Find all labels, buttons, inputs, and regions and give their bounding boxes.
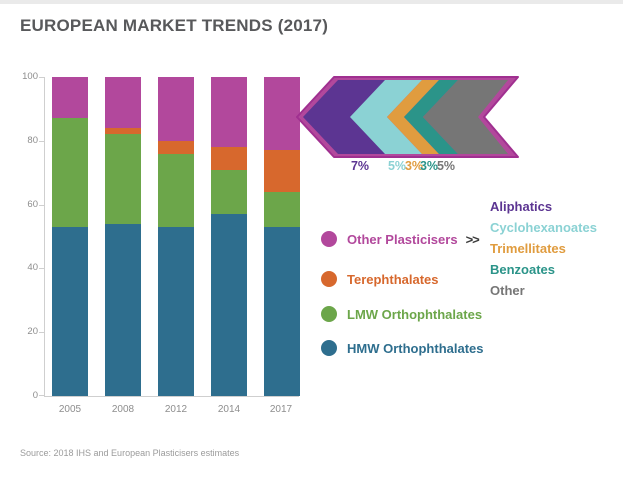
bar-segment-hmw-orthophthalates — [264, 226, 300, 396]
bar-segment-terephthalates — [211, 147, 247, 170]
chevron-trimellitates — [387, 80, 439, 154]
x-axis-label: 2012 — [164, 404, 188, 415]
y-tick — [39, 395, 44, 396]
y-axis-label: 40 — [27, 262, 38, 273]
legend-item-terephthalates: Terephthalates — [321, 270, 439, 288]
breakdown-arrow-graphic — [296, 76, 519, 158]
bar-segment-lmw-orthophthalates — [105, 134, 141, 224]
bar-segment-hmw-orthophthalates — [52, 226, 88, 396]
bar-segment-hmw-orthophthalates — [158, 226, 194, 396]
legend-label: LMW Orthophthalates — [347, 306, 483, 322]
bar-segment-lmw-orthophthalates — [52, 118, 88, 227]
y-axis-label: 80 — [27, 135, 38, 146]
bar-segment-other-plasticisers — [52, 77, 88, 119]
x-axis-label: 2014 — [217, 404, 241, 415]
breakdown-item-aliphatics: Aliphatics — [490, 199, 553, 214]
legend-dot — [321, 271, 337, 287]
bar-segment-lmw-orthophthalates — [264, 191, 300, 227]
bar-2005 — [52, 77, 88, 396]
page-title: EUROPEAN MARKET TRENDS (2017) — [20, 16, 329, 35]
bar-segment-other-plasticisers — [105, 77, 141, 129]
bar-segment-hmw-orthophthalates — [105, 223, 141, 396]
breakdown-item-trimellitates: Trimellitates — [490, 241, 566, 256]
double-chevron-icon: >> — [465, 231, 480, 247]
pct-benzoates: 3% — [419, 159, 439, 173]
bar-segment-other-plasticisers — [211, 77, 247, 148]
breakdown-item-cyclohexanoates: Cyclohexanoates — [490, 220, 597, 235]
pct-other: 5% — [436, 159, 456, 173]
y-tick — [39, 268, 44, 269]
bar-segment-other-plasticisers — [158, 77, 194, 141]
y-tick — [39, 77, 44, 78]
legend-label: Other Plasticisers — [347, 231, 458, 247]
pct-cyclohexanoates: 5% — [387, 159, 407, 173]
bar-segment-terephthalates — [105, 128, 141, 135]
y-tick — [39, 332, 44, 333]
legend-dot — [321, 306, 337, 322]
breakdown-item-other: Other — [490, 283, 525, 298]
bar-segment-lmw-orthophthalates — [158, 153, 194, 227]
top-border — [0, 0, 623, 4]
y-axis-label: 100 — [22, 71, 38, 82]
y-tick — [39, 141, 44, 142]
bar-segment-other-plasticisers — [264, 77, 300, 151]
legend-item-lmw-orthophthalates: LMW Orthophthalates — [321, 305, 482, 323]
bar-segment-hmw-orthophthalates — [211, 214, 247, 396]
bar-2017 — [264, 77, 300, 396]
legend-item-other-plasticisers: Other Plasticisers >> — [321, 230, 480, 248]
y-axis-label: 60 — [27, 199, 38, 210]
legend-dot — [321, 231, 337, 247]
y-tick — [39, 205, 44, 206]
bar-2008 — [105, 77, 141, 396]
legend-dot — [321, 340, 337, 356]
bar-2012 — [158, 77, 194, 396]
breakdown-item-benzoates: Benzoates — [490, 262, 556, 277]
x-axis-label: 2005 — [58, 404, 82, 415]
x-axis-label: 2017 — [269, 404, 293, 415]
y-axis-label: 0 — [32, 390, 38, 401]
bar-segment-lmw-orthophthalates — [211, 169, 247, 215]
legend-label: HMW Orthophthalates — [347, 340, 484, 356]
y-axis-label: 20 — [27, 326, 38, 337]
stacked-bar-plot — [44, 77, 300, 397]
bar-segment-terephthalates — [264, 150, 300, 192]
chevron-other — [423, 80, 508, 154]
chevron-benzoates — [404, 80, 458, 154]
chevron-cyclohexanoates — [350, 80, 422, 154]
pct-trimellitates: 3% — [404, 159, 424, 173]
x-axis-label: 2008 — [111, 404, 135, 415]
source-note: Source: 2018 IHS and European Plasticise… — [20, 448, 240, 458]
chevron-aliphatics — [303, 80, 386, 154]
bar-2014 — [211, 77, 247, 396]
legend-item-hmw-orthophthalates: HMW Orthophthalates — [321, 339, 484, 357]
bar-segment-terephthalates — [158, 140, 194, 154]
pct-aliphatics: 7% — [350, 159, 370, 173]
legend-label: Terephthalates — [347, 271, 439, 287]
breakdown-list: Aliphatics Cyclohexanoates Trimellitates… — [490, 196, 597, 301]
